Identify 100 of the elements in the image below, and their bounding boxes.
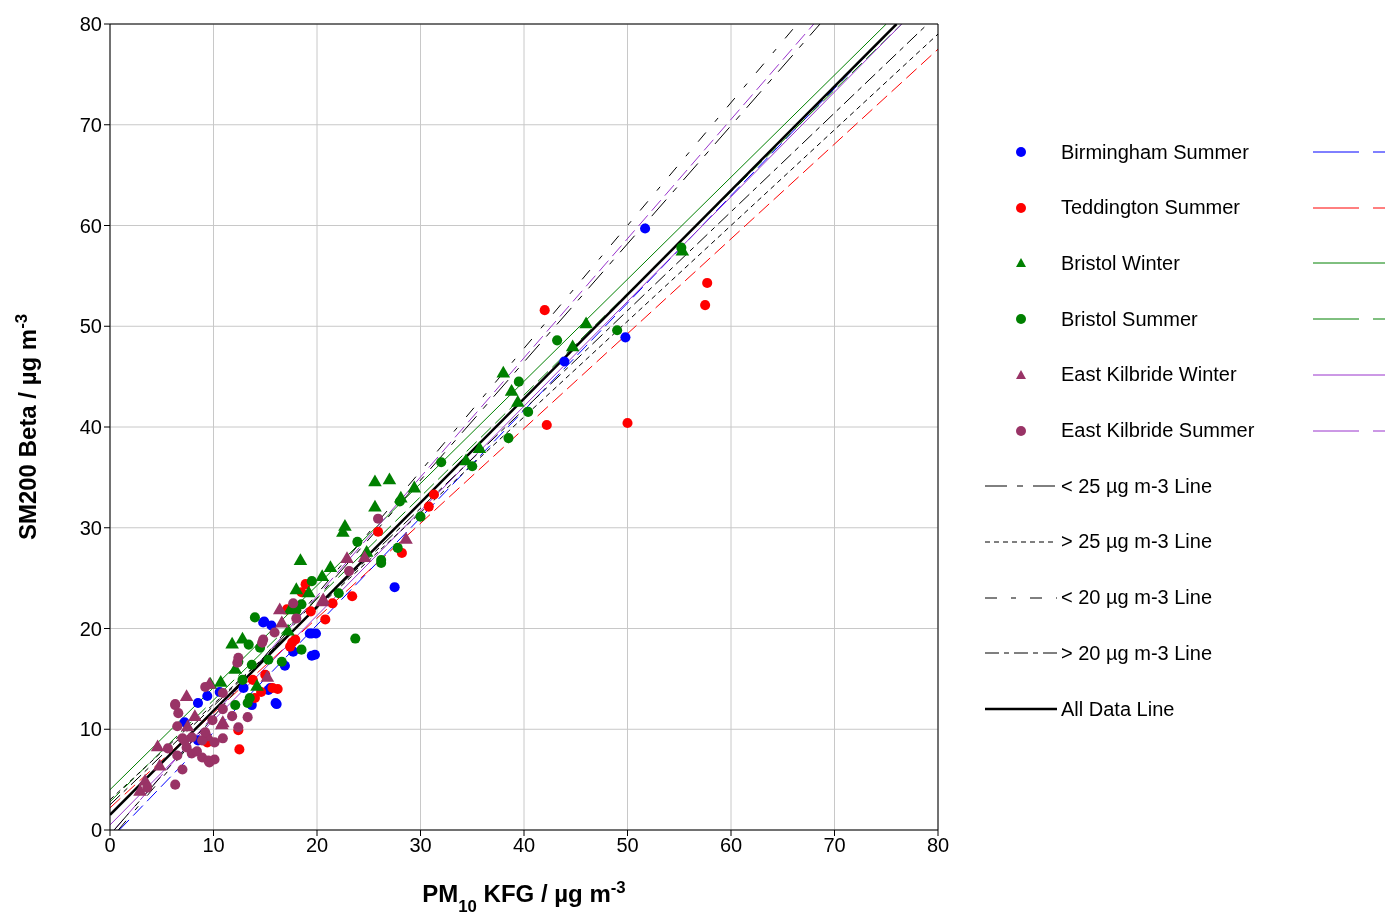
point xyxy=(247,674,258,685)
point xyxy=(242,712,253,723)
point xyxy=(552,335,563,346)
legend-label: Birmingham Summer xyxy=(1061,140,1249,164)
point xyxy=(327,598,338,609)
legend-label: Bristol Summer xyxy=(1061,307,1198,331)
y-tick-label: 50 xyxy=(79,315,102,338)
point xyxy=(423,501,434,512)
point xyxy=(152,758,167,771)
legend-label: All Data Line xyxy=(1061,697,1175,721)
point xyxy=(217,733,228,744)
point xyxy=(172,750,183,761)
point xyxy=(467,461,478,472)
point xyxy=(565,339,580,352)
point xyxy=(296,644,307,655)
point xyxy=(227,711,238,722)
point xyxy=(173,708,184,719)
point xyxy=(389,582,400,593)
point xyxy=(357,550,372,562)
point xyxy=(620,332,631,343)
point xyxy=(305,606,316,617)
point xyxy=(306,576,317,587)
x-tick-label: 30 xyxy=(409,834,432,857)
point xyxy=(170,779,181,790)
x-tick-label: 70 xyxy=(823,834,846,857)
x-tick-label: 10 xyxy=(202,834,225,857)
point xyxy=(209,737,220,748)
point xyxy=(243,639,254,650)
point xyxy=(217,704,228,715)
point xyxy=(350,633,361,644)
point xyxy=(242,698,253,709)
y-tick-label: 60 xyxy=(79,214,102,237)
legend-label: < 20 µg m-3 Line xyxy=(1061,586,1213,610)
point xyxy=(640,223,651,234)
point xyxy=(275,615,289,628)
x-tick-label: 20 xyxy=(305,834,329,857)
y-tick-label: 40 xyxy=(79,416,102,439)
point xyxy=(288,598,299,609)
x-tick-label: 50 xyxy=(616,834,639,857)
legend-label: East Kilbride Winter xyxy=(1061,363,1237,387)
point xyxy=(496,365,511,378)
point xyxy=(263,654,274,665)
legend-label: Teddington Summer xyxy=(1061,196,1240,220)
point xyxy=(415,511,426,522)
point xyxy=(392,542,403,553)
x-axis-title: PM$_{10}$ KFG / µg m$^{-3}$ xyxy=(422,877,626,916)
legend-label: > 25 µg m-3 Line xyxy=(1061,530,1213,554)
point xyxy=(579,316,593,329)
point xyxy=(436,457,447,468)
point xyxy=(472,441,487,454)
point xyxy=(513,376,524,387)
point xyxy=(523,406,534,417)
point xyxy=(150,739,165,752)
point xyxy=(368,474,382,487)
y-tick-label: 30 xyxy=(79,516,102,539)
x-tick-label: 40 xyxy=(512,834,536,857)
point xyxy=(289,582,304,595)
point xyxy=(352,536,363,547)
point xyxy=(407,480,422,493)
point xyxy=(249,612,260,623)
point xyxy=(291,613,302,624)
point xyxy=(237,674,248,685)
point xyxy=(162,743,174,754)
point xyxy=(344,566,355,577)
point xyxy=(315,569,329,582)
point xyxy=(323,560,338,572)
point xyxy=(192,698,204,709)
point xyxy=(510,394,525,407)
point xyxy=(700,300,711,311)
point xyxy=(188,709,202,722)
point xyxy=(272,602,287,615)
point xyxy=(172,721,183,732)
point xyxy=(197,735,208,746)
point xyxy=(293,553,308,565)
point xyxy=(191,746,202,757)
x-tick-label: 60 xyxy=(719,834,743,857)
point xyxy=(612,325,623,336)
point xyxy=(133,783,147,796)
point xyxy=(269,627,280,638)
point xyxy=(399,531,413,544)
point xyxy=(250,679,264,691)
legend-label: < 25 µg m-3 Line xyxy=(1061,474,1213,498)
point xyxy=(230,700,241,711)
point xyxy=(246,659,257,670)
point xyxy=(347,591,358,602)
point xyxy=(200,681,211,692)
point xyxy=(276,656,287,667)
point xyxy=(234,744,245,755)
point xyxy=(333,588,344,599)
point xyxy=(428,489,439,500)
point xyxy=(340,551,354,563)
legend-label: > 20 µg m-3 Line xyxy=(1061,641,1213,665)
y-tick-label: 10 xyxy=(79,718,102,741)
point xyxy=(213,675,228,687)
point xyxy=(541,419,552,431)
point xyxy=(225,636,239,649)
legend-label: Bristol Winter xyxy=(1061,251,1180,275)
x-tick-label: 0 xyxy=(104,834,116,857)
point xyxy=(281,623,295,636)
point xyxy=(622,417,633,429)
